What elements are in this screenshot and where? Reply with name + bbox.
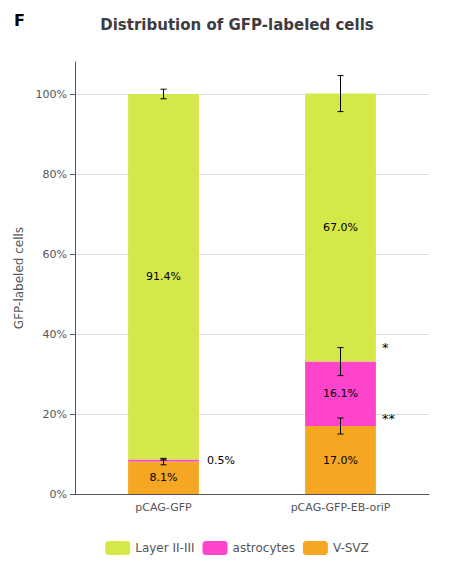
svg-text:pCAG-GFP: pCAG-GFP [135, 501, 192, 514]
svg-text:80%: 80% [43, 168, 67, 181]
svg-text:Distribution of GFP-labeled ce: Distribution of GFP-labeled cells [100, 16, 374, 34]
svg-text:Layer II-III: Layer II-III [135, 541, 194, 555]
svg-text:17.0%: 17.0% [323, 454, 358, 467]
svg-text:16.1%: 16.1% [323, 387, 358, 400]
svg-text:40%: 40% [43, 328, 67, 341]
svg-text:0%: 0% [50, 488, 67, 501]
svg-text:*: * [382, 340, 389, 355]
svg-text:91.4%: 91.4% [146, 270, 181, 283]
svg-text:astrocytes: astrocytes [233, 541, 295, 555]
svg-text:100%: 100% [36, 88, 67, 101]
svg-text:F: F [14, 11, 25, 30]
svg-text:60%: 60% [43, 248, 67, 261]
svg-text:67.0%: 67.0% [323, 221, 358, 234]
svg-text:V-SVZ: V-SVZ [333, 541, 369, 555]
svg-text:pCAG-GFP-EB-oriP: pCAG-GFP-EB-oriP [291, 501, 391, 514]
svg-text:**: ** [382, 411, 396, 426]
svg-text:20%: 20% [43, 408, 67, 421]
svg-text:GFP-labeled cells: GFP-labeled cells [12, 227, 26, 329]
svg-text:0.5%: 0.5% [207, 454, 235, 467]
svg-text:8.1%: 8.1% [150, 471, 178, 484]
